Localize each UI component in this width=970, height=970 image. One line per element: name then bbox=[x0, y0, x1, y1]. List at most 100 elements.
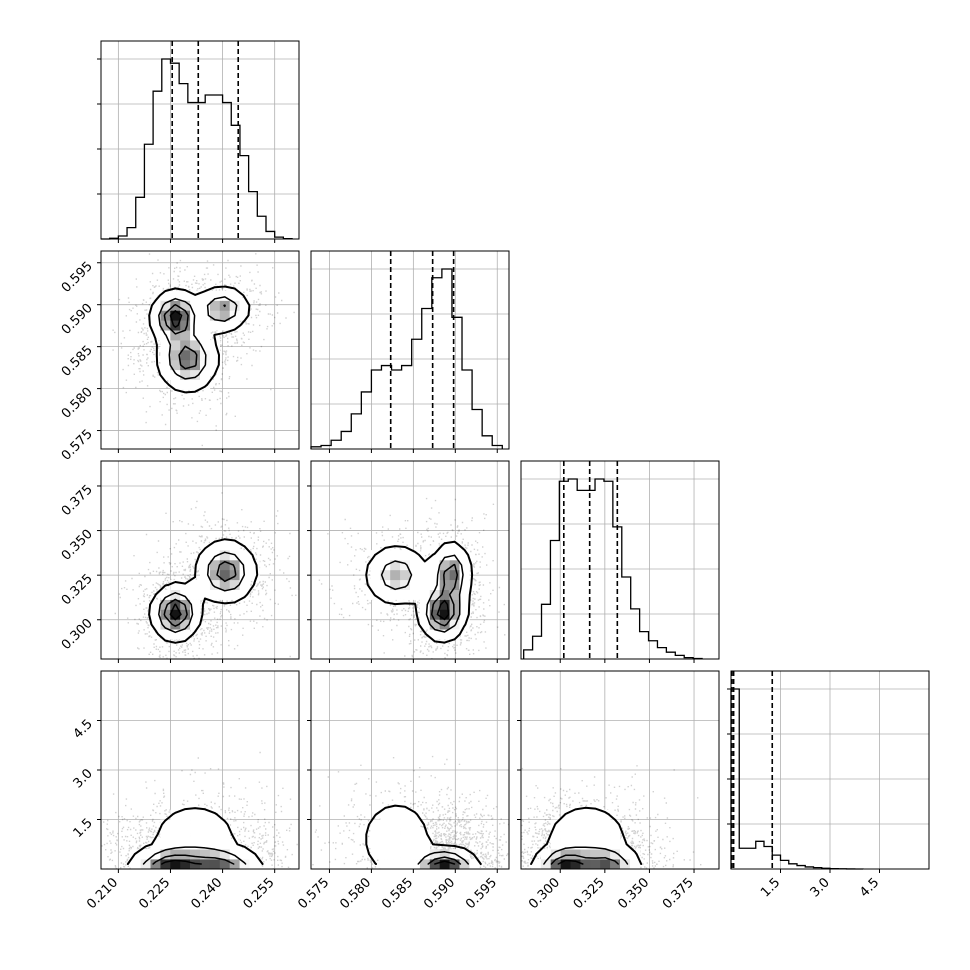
density-cell bbox=[459, 579, 470, 590]
density-cell bbox=[249, 569, 260, 581]
contour-line bbox=[530, 806, 643, 865]
density-cell bbox=[170, 809, 181, 820]
contour-line bbox=[430, 563, 459, 627]
density-cell bbox=[219, 859, 230, 869]
density-cell bbox=[160, 859, 171, 869]
contour-line bbox=[417, 851, 470, 865]
contour-line bbox=[557, 859, 584, 865]
x-tick-label: 0.580 bbox=[337, 875, 374, 912]
density-cell bbox=[439, 619, 450, 630]
x-tick-label: 3.0 bbox=[808, 875, 833, 900]
x-tick-label: 0.375 bbox=[660, 875, 697, 912]
density-cell bbox=[190, 369, 201, 380]
contour-line bbox=[380, 554, 464, 633]
density-cell bbox=[229, 320, 240, 331]
density-cell bbox=[200, 560, 211, 571]
density-cell bbox=[429, 599, 440, 610]
panel-frame bbox=[310, 250, 510, 450]
density-cell bbox=[390, 829, 401, 840]
density-cell bbox=[580, 849, 591, 860]
y-tick-label: 3.0 bbox=[71, 766, 96, 791]
density-cell bbox=[209, 839, 221, 850]
density-cell bbox=[380, 819, 391, 830]
density-cell bbox=[190, 350, 201, 361]
density-cell bbox=[459, 589, 470, 600]
density-cell bbox=[610, 849, 621, 860]
density-cell bbox=[459, 550, 470, 561]
density-cell bbox=[580, 859, 591, 869]
density-cell bbox=[570, 809, 581, 820]
density-cell bbox=[170, 369, 181, 380]
density-cell bbox=[410, 550, 421, 561]
density-cell bbox=[219, 839, 230, 850]
density-cell bbox=[600, 849, 611, 860]
density-cell bbox=[160, 320, 171, 331]
density-cell bbox=[600, 839, 611, 850]
density-cell bbox=[170, 579, 181, 590]
density-cell bbox=[390, 849, 401, 860]
density-cell bbox=[550, 849, 561, 860]
density-cell bbox=[370, 819, 381, 830]
x-tick-label: 0.595 bbox=[463, 875, 500, 912]
density-cell bbox=[459, 859, 470, 869]
density-cell bbox=[560, 819, 571, 830]
density-cell bbox=[410, 839, 421, 850]
density-cell bbox=[170, 849, 181, 860]
density-cell bbox=[610, 839, 621, 850]
x-axis-3: 0.300 0.325 0.350 0.375 bbox=[526, 659, 697, 912]
density-cell bbox=[200, 859, 211, 869]
density-cell bbox=[400, 560, 411, 571]
density-cell bbox=[590, 839, 601, 850]
density-cell bbox=[160, 359, 171, 371]
density-cell bbox=[410, 569, 421, 581]
contour-line bbox=[169, 310, 183, 328]
density-cell bbox=[370, 569, 381, 581]
density-cell bbox=[209, 829, 221, 840]
density-cell bbox=[560, 839, 571, 850]
density-cell bbox=[209, 320, 221, 331]
x-tick-label: 0.325 bbox=[571, 875, 608, 912]
density-cell bbox=[370, 560, 381, 571]
density-cell bbox=[180, 829, 191, 840]
density-cell bbox=[209, 290, 221, 301]
density-cell bbox=[439, 560, 450, 571]
density-cell bbox=[170, 340, 181, 351]
density-cell bbox=[390, 859, 401, 869]
density-cell bbox=[410, 849, 421, 860]
y-tick-label: 0.375 bbox=[59, 482, 96, 519]
density-cell bbox=[170, 310, 181, 321]
density-cell bbox=[419, 560, 431, 571]
density-cell bbox=[580, 829, 591, 840]
density-cell bbox=[209, 569, 221, 581]
density-cell bbox=[400, 859, 411, 869]
density-cell bbox=[150, 300, 161, 311]
density-cell bbox=[620, 839, 631, 850]
density-cell bbox=[419, 589, 431, 600]
density-cell bbox=[200, 829, 211, 840]
contour-line bbox=[163, 304, 226, 370]
density-cell bbox=[209, 359, 221, 371]
density-cell bbox=[180, 300, 191, 311]
x-tick-label: 0.255 bbox=[241, 875, 278, 912]
pair-panel-1-2 bbox=[100, 250, 300, 450]
density-cell bbox=[459, 560, 470, 571]
density-cell bbox=[439, 609, 450, 620]
density-cell bbox=[209, 350, 221, 361]
density-cell bbox=[239, 560, 250, 571]
density-cell bbox=[370, 829, 381, 840]
histogram-step bbox=[101, 58, 293, 240]
x-tick-label: 0.300 bbox=[526, 875, 563, 912]
density-cell bbox=[209, 589, 221, 600]
density-cell bbox=[180, 839, 191, 850]
density-cell bbox=[200, 809, 211, 820]
density-cell bbox=[390, 839, 401, 850]
contour-line bbox=[543, 846, 629, 865]
density-cell bbox=[180, 809, 191, 820]
contour-line bbox=[163, 560, 237, 627]
density-cell bbox=[150, 859, 161, 869]
density-cell bbox=[410, 579, 421, 590]
density-cell bbox=[160, 290, 171, 301]
density-cell bbox=[400, 569, 411, 581]
density-cell bbox=[219, 849, 230, 860]
density-cell bbox=[560, 829, 571, 840]
